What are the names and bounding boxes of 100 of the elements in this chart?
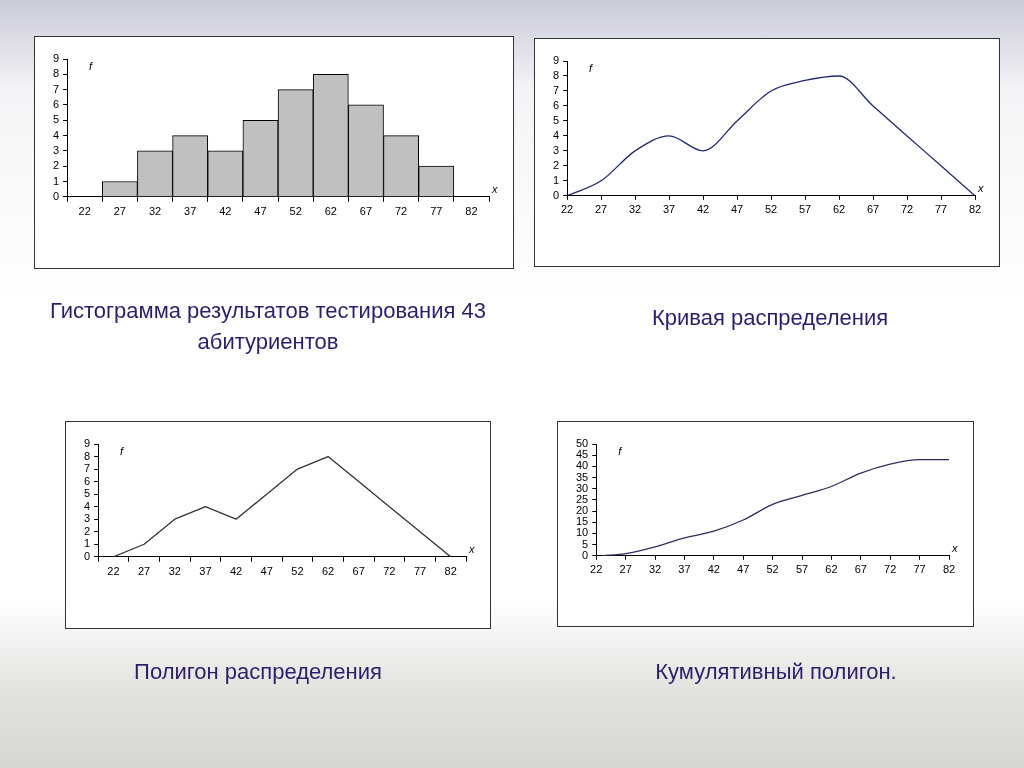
x-tick-label: 82	[968, 203, 982, 216]
y-tick-label: 4	[83, 499, 91, 512]
x-tick-label: 72	[383, 565, 396, 578]
y-axis-title: f	[120, 444, 125, 457]
x-tick-label: 57	[795, 563, 809, 576]
y-tick-label: 6	[552, 98, 560, 111]
text: Кривая распределения	[650, 304, 890, 332]
y-tick-label: 25	[575, 492, 589, 505]
x-axis-title: x	[491, 183, 498, 196]
x-tick-label: 32	[648, 563, 662, 576]
y-tick-label: 3	[552, 143, 560, 156]
y-tick-label: 40	[575, 459, 589, 472]
x-tick-label: 37	[184, 205, 197, 218]
x-axis-title: x	[977, 182, 984, 195]
x-tick-label: 67	[352, 565, 365, 578]
x-tick-label: 57	[798, 203, 812, 216]
x-tick-label: 82	[444, 565, 457, 578]
y-tick-label: 2	[83, 524, 91, 537]
x-tick-label: 42	[707, 563, 720, 576]
y-axis-title: f	[618, 444, 623, 457]
y-tick-label: 30	[575, 481, 589, 494]
x-tick-label: 22	[560, 203, 574, 216]
y-tick-label: 9	[52, 52, 60, 65]
y-tick-label: 8	[52, 67, 60, 80]
x-tick-label: 72	[394, 205, 408, 218]
x-tick-label: 47	[737, 563, 750, 576]
y-tick-label: 7	[52, 82, 60, 95]
y-tick-label: 6	[83, 474, 91, 487]
y-tick-label: 5	[582, 537, 589, 550]
y-tick-label: 1	[83, 537, 91, 550]
x-tick-label: 77	[913, 563, 926, 576]
x-tick-label: 32	[148, 205, 162, 218]
y-axis-title: f	[89, 59, 94, 72]
y-tick-label: 5	[83, 487, 91, 500]
x-tick-label: 52	[764, 203, 778, 216]
x-tick-label: 32	[168, 565, 181, 578]
x-tick-label: 47	[730, 203, 744, 216]
x-tick-label: 77	[430, 205, 443, 218]
x-tick-label: 82	[465, 205, 478, 218]
x-axis-title: x	[468, 543, 475, 556]
y-tick-label: 45	[575, 448, 589, 461]
y-tick-label: 2	[552, 158, 560, 171]
x-tick-label: 67	[866, 203, 880, 216]
y-tick-label: 5	[52, 113, 60, 126]
y-tick-label: 0	[582, 548, 589, 561]
y-tick-label: 4	[52, 128, 60, 141]
y-tick-label: 4	[552, 128, 560, 141]
text: Кумулятивный полигон.	[654, 658, 898, 686]
x-tick-label: 67	[854, 563, 867, 576]
y-tick-label: 0	[83, 549, 91, 562]
x-tick-label: 72	[884, 563, 897, 576]
x-tick-label: 27	[137, 565, 151, 578]
y-tick-label: 20	[575, 504, 589, 517]
x-tick-label: 42	[229, 565, 243, 578]
y-tick-label: 8	[83, 449, 91, 462]
x-tick-label: 42	[696, 203, 710, 216]
x-tick-label: 27	[594, 203, 608, 216]
x-tick-label: 37	[678, 563, 691, 576]
y-tick-label: 50	[575, 437, 589, 450]
y-tick-label: 5	[552, 113, 560, 126]
y-tick-label: 1	[552, 173, 560, 186]
x-tick-label: 22	[107, 565, 120, 578]
x-tick-label: 72	[900, 203, 914, 216]
y-tick-label: 9	[83, 437, 91, 450]
y-tick-label: 10	[575, 526, 589, 539]
x-tick-label: 62	[321, 565, 335, 578]
x-tick-label: 37	[662, 203, 676, 216]
y-tick-label: 9	[552, 54, 560, 67]
y-tick-label: 35	[575, 470, 589, 483]
y-axis-title: f	[589, 61, 594, 74]
y-tick-label: 7	[552, 83, 560, 96]
text: Гистограмма результатов тестирования 43 абитуриентов	[49, 297, 487, 356]
y-tick-label: 3	[83, 512, 91, 525]
y-tick-label: 0	[552, 188, 560, 201]
x-tick-label: 67	[359, 205, 373, 218]
x-tick-label: 77	[413, 565, 427, 578]
x-tick-label: 22	[590, 563, 603, 576]
x-tick-label: 62	[832, 203, 846, 216]
y-tick-label: 2	[52, 159, 60, 172]
x-tick-label: 52	[766, 563, 779, 576]
x-tick-label: 27	[619, 563, 632, 576]
y-tick-label: 1	[52, 174, 60, 187]
y-tick-label: 3	[52, 143, 60, 156]
x-tick-label: 47	[260, 565, 273, 578]
x-tick-label: 62	[825, 563, 838, 576]
x-tick-label: 32	[628, 203, 642, 216]
x-tick-label: 42	[219, 205, 232, 218]
y-tick-label: 7	[83, 462, 91, 475]
x-tick-label: 52	[289, 205, 302, 218]
x-tick-label: 52	[291, 565, 304, 578]
y-tick-label: 6	[52, 97, 60, 110]
y-tick-label: 15	[575, 515, 589, 528]
y-tick-label: 8	[552, 69, 560, 82]
x-tick-label: 47	[254, 205, 267, 218]
x-tick-label: 37	[199, 565, 212, 578]
x-tick-label: 27	[113, 205, 126, 218]
text: Полигон распределения	[133, 658, 383, 686]
x-tick-label: 62	[324, 205, 337, 218]
x-tick-label: 77	[934, 203, 948, 216]
y-tick-label: 0	[52, 189, 60, 202]
